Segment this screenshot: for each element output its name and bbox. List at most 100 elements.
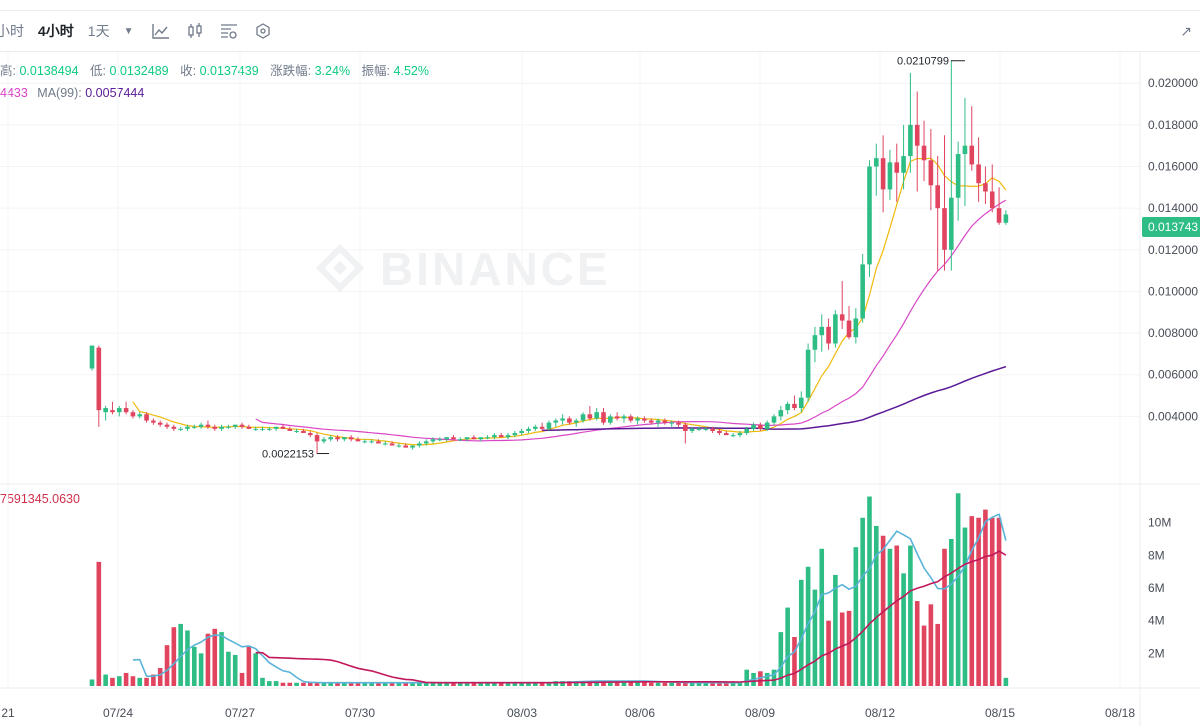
candle (942, 135, 947, 271)
candle-body (103, 408, 108, 413)
candle (587, 405, 593, 421)
volume-value: 7591345.0630 (0, 492, 80, 506)
candle-body (989, 191, 995, 209)
volume-bar (130, 676, 136, 686)
candle (478, 437, 484, 442)
candle (185, 424, 190, 431)
candle (989, 164, 995, 213)
change-label: 涨跌幅: (270, 64, 312, 78)
volume-bar (232, 654, 238, 686)
volume-bar (648, 682, 654, 686)
candle (553, 418, 559, 427)
candle-body (96, 347, 102, 411)
candle-body (717, 430, 722, 434)
volume-bar (553, 681, 559, 686)
candle (655, 418, 661, 427)
indicator-settings-icon[interactable] (218, 20, 240, 42)
chevron-down-icon[interactable]: ▼ (123, 25, 134, 37)
volume-bar (812, 589, 818, 686)
candle (696, 426, 702, 431)
candle-body (867, 166, 872, 265)
volume-bar (846, 610, 852, 686)
candle-body (648, 420, 654, 423)
volume-bar (151, 674, 156, 686)
volume-bar (396, 682, 402, 686)
hexagon-settings-icon[interactable] (252, 20, 274, 42)
candle (914, 91, 920, 192)
candle-body (860, 264, 865, 319)
interval-4h[interactable]: 4小时 (38, 23, 74, 39)
volume-bar (192, 646, 197, 686)
volume-bar (294, 682, 299, 686)
candle-body (410, 445, 415, 448)
volume-bar (628, 681, 634, 686)
line-chart-icon[interactable] (150, 20, 172, 42)
volume-bar (533, 682, 538, 686)
candle (826, 318, 831, 350)
volume-bar (928, 604, 934, 686)
volume-ma-lines (132, 513, 1007, 684)
candle (512, 430, 518, 438)
volume-bar (689, 682, 695, 686)
volume-bar (744, 669, 750, 686)
volume-bar (321, 682, 327, 686)
candlestick-icon[interactable] (184, 20, 206, 42)
candle-body (444, 437, 449, 440)
volume-bar (307, 682, 313, 686)
candle (355, 437, 361, 442)
time-axis: 21 07/24 07/27 07/30 08/03 08/06 08/09 08/12 08/… (1, 706, 1135, 720)
candle-body (587, 414, 593, 419)
candle (573, 418, 579, 427)
volume-bar (342, 682, 347, 686)
close-label: 收: (180, 64, 197, 78)
interval-1d[interactable]: 1天 (87, 23, 110, 39)
expand-arrow-icon[interactable]: ↗ (1180, 23, 1192, 39)
candle (601, 408, 606, 425)
candle-body (567, 418, 572, 423)
candle (519, 428, 524, 436)
volume-bar (819, 548, 825, 686)
candle (669, 420, 674, 427)
candle (198, 422, 204, 429)
candle (539, 422, 545, 431)
volume-bar (430, 682, 436, 686)
candle-body (123, 408, 129, 413)
candle-body (355, 439, 361, 442)
candle (921, 120, 927, 182)
candle-body (396, 445, 402, 447)
volume-bar (655, 682, 661, 686)
candle-body (451, 437, 456, 440)
volume-bar (348, 682, 354, 686)
volume-bar (976, 517, 981, 686)
candle-body (369, 441, 374, 443)
time-tick-label: 08/15 (985, 706, 1015, 720)
volume-bar (280, 682, 286, 686)
candle-body (417, 443, 422, 446)
candle (110, 401, 115, 415)
volume-bar (485, 682, 490, 686)
volume-bar (519, 682, 524, 686)
volume-bar (96, 561, 102, 686)
candle (683, 422, 688, 444)
candle (294, 428, 299, 434)
candle (157, 420, 163, 427)
candle-body (273, 426, 279, 429)
candle-body (498, 435, 504, 438)
volume-bar (669, 682, 674, 686)
candle (771, 414, 777, 425)
ma7-line (132, 157, 1007, 446)
volume-bar (444, 682, 449, 686)
candle-body (485, 437, 490, 439)
candle-body (512, 433, 518, 436)
candle (144, 412, 149, 423)
candle (996, 187, 1002, 225)
volume-bar (110, 677, 115, 686)
candle (342, 437, 347, 442)
candle (151, 418, 156, 425)
interval-1h[interactable]: 小时 (0, 23, 24, 39)
candle-body (478, 437, 484, 440)
candle-body (137, 414, 143, 417)
candle-body (110, 410, 115, 413)
candle-body (144, 414, 149, 421)
